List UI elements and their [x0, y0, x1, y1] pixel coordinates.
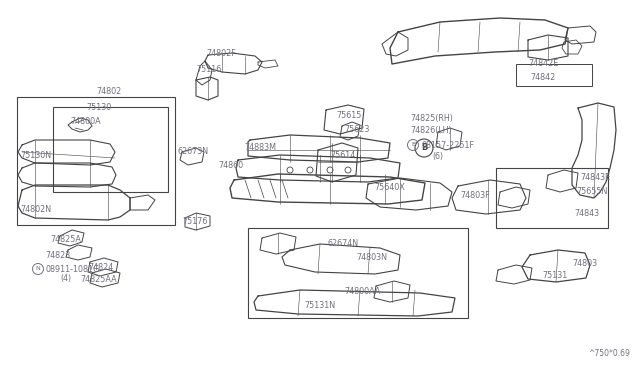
Text: 75130N: 75130N	[20, 151, 51, 160]
Text: 74803: 74803	[572, 260, 597, 269]
Text: 75614: 75614	[330, 151, 355, 160]
Bar	[496, 168, 608, 228]
Text: 75131N: 75131N	[304, 301, 335, 311]
Bar	[53, 107, 168, 192]
Text: 74803N: 74803N	[356, 253, 387, 262]
Text: 75623: 75623	[344, 125, 369, 135]
Text: 75615: 75615	[336, 112, 362, 121]
Text: 74802F: 74802F	[206, 48, 236, 58]
Text: 74883M: 74883M	[244, 144, 276, 153]
Text: 75130: 75130	[86, 103, 111, 112]
Text: 74825AA: 74825AA	[80, 276, 116, 285]
Text: 62674N: 62674N	[328, 238, 359, 247]
Bar	[248, 228, 468, 318]
Text: 74802N: 74802N	[20, 205, 51, 215]
Text: 74802: 74802	[96, 87, 121, 96]
Text: B: B	[411, 142, 415, 148]
Text: 74825(RH): 74825(RH)	[410, 115, 453, 124]
Text: (4): (4)	[60, 275, 71, 283]
Text: 74824: 74824	[88, 263, 113, 272]
Text: 75131: 75131	[542, 272, 567, 280]
Text: 75176: 75176	[182, 218, 207, 227]
Text: N: N	[36, 266, 40, 272]
Text: 74823: 74823	[45, 250, 70, 260]
Text: 74825A: 74825A	[50, 235, 81, 244]
Text: 75655N: 75655N	[576, 187, 607, 196]
Text: 08911-1081G: 08911-1081G	[46, 266, 100, 275]
Text: 74842: 74842	[530, 74, 556, 83]
Text: 74803F: 74803F	[460, 190, 490, 199]
Text: ^750*0.69: ^750*0.69	[588, 349, 630, 358]
Text: 74842E: 74842E	[528, 60, 558, 68]
Text: 08157-2251F: 08157-2251F	[421, 141, 474, 151]
Text: B: B	[421, 144, 427, 153]
Text: 74800AA: 74800AA	[344, 288, 380, 296]
Text: 74826(LH): 74826(LH)	[410, 126, 452, 135]
Text: 74843E: 74843E	[580, 173, 610, 183]
Text: 74860: 74860	[218, 160, 243, 170]
Text: 74843: 74843	[574, 209, 599, 218]
Bar	[516, 64, 592, 86]
Text: 75640X: 75640X	[374, 183, 404, 192]
Text: (6): (6)	[432, 153, 443, 161]
Text: 75116: 75116	[196, 65, 221, 74]
Text: 74800A: 74800A	[70, 116, 100, 125]
Text: 62673N: 62673N	[178, 148, 209, 157]
Bar	[17, 97, 175, 225]
